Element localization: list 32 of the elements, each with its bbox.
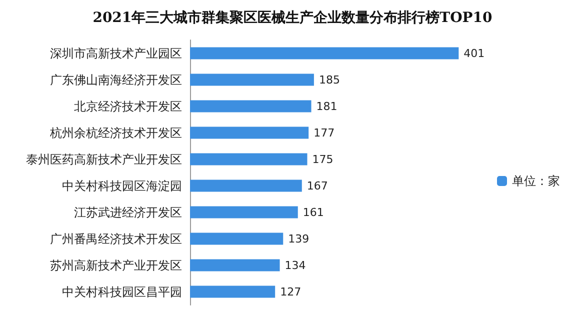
y-tick-label: 苏州高新技术产业开发区	[50, 258, 182, 272]
data-label: 167	[306, 179, 328, 192]
legend-label: 单位：家	[512, 174, 560, 188]
y-tick-label: 广东佛山南海经济开发区	[50, 72, 182, 87]
y-tick-label: 深圳市高新技术产业园区	[50, 46, 182, 60]
data-label: 161	[302, 206, 324, 219]
y-tick-label: 中关村科技园区海淀园	[62, 178, 182, 193]
data-label: 175	[312, 152, 334, 166]
bar	[190, 126, 309, 139]
bar	[190, 259, 280, 272]
data-label: 401	[464, 46, 485, 60]
chart-title: 2021年三大城市群集聚区医械生产企业数量分布排行榜TOP10	[92, 9, 493, 26]
data-label: 177	[314, 126, 335, 140]
y-tick-label: 中关村科技园区昌平园	[62, 284, 182, 299]
bar	[190, 153, 308, 166]
y-tick-label: 江苏武进经济开发区	[74, 205, 182, 220]
y-tick-label: 广州番禺经济技术开发区	[50, 232, 182, 246]
data-label: 185	[318, 73, 340, 86]
y-tick-label: 泰州医药高新技术产业开发区	[26, 152, 182, 166]
bar	[190, 180, 302, 192]
data-label: 127	[280, 285, 302, 298]
y-tick-label: 北京经济技术开发区	[74, 99, 182, 114]
data-label: 139	[288, 232, 310, 246]
bar	[190, 100, 312, 112]
bar	[190, 74, 314, 86]
bar	[190, 47, 459, 60]
bar	[190, 206, 298, 218]
bar	[190, 232, 284, 245]
data-label: 181	[316, 100, 338, 113]
bar	[190, 286, 276, 298]
y-tick-label: 杭州余杭经济技术开发区	[49, 126, 182, 140]
data-label: 134	[284, 258, 306, 272]
